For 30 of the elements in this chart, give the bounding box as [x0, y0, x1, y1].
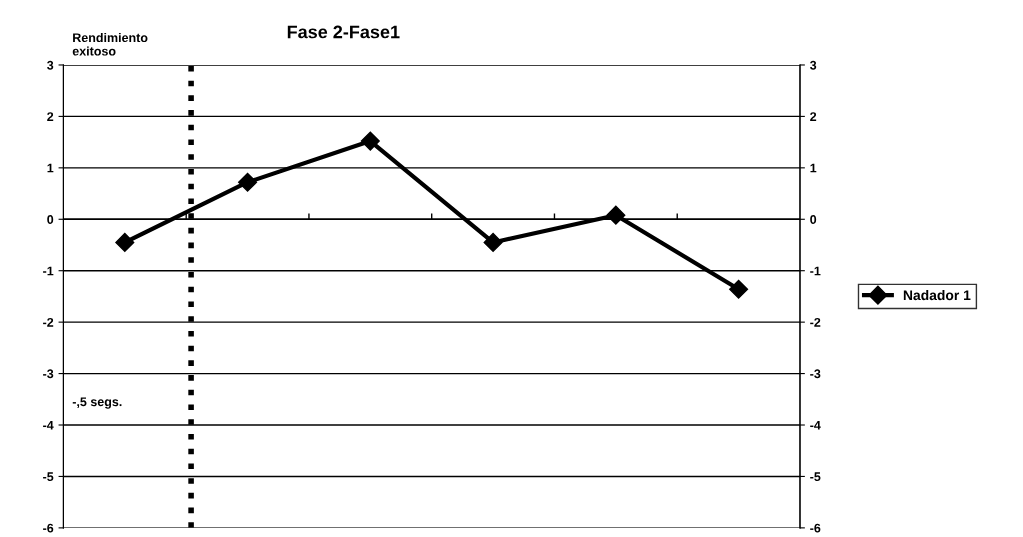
- y-tick-label: 0: [47, 215, 54, 224]
- text: Rendimiento exitoso: [72, 32, 148, 56]
- annotation: -,5 segs.: [72, 397, 122, 409]
- point: [238, 172, 258, 192]
- y2-tick-label: -6: [810, 523, 821, 533]
- point: [360, 131, 380, 151]
- y-tick-label: -4: [43, 420, 54, 430]
- y2-tick-label: -4: [810, 420, 821, 430]
- y-tick-label: -1: [43, 266, 54, 276]
- y-tick-label: -6: [43, 523, 54, 533]
- y2-tick-label: 3: [810, 60, 817, 70]
- y-tick-label: 3: [47, 60, 54, 70]
- y2-tick-label: 0: [810, 215, 817, 224]
- point: [115, 232, 135, 252]
- y-tick-label: 1: [47, 163, 54, 173]
- y-tick-label: -2: [43, 317, 54, 327]
- y2-tick-label: 2: [810, 112, 817, 121]
- y2-tick-label: 1: [810, 163, 817, 173]
- chart-title: Fase 2-Fase1: [287, 25, 400, 39]
- y-tick-label: 2: [47, 112, 54, 121]
- point: [729, 279, 749, 299]
- point: [606, 205, 626, 225]
- point: [483, 232, 503, 252]
- y2-tick-label: -2: [810, 317, 821, 327]
- y-tick-label: -3: [43, 369, 54, 379]
- y2-tick-label: -3: [810, 369, 821, 379]
- y2-tick-label: -5: [810, 472, 821, 482]
- y-tick-label: -5: [43, 472, 54, 482]
- legend-label: Nadador 1: [903, 289, 971, 301]
- y2-tick-label: -1: [810, 266, 821, 276]
